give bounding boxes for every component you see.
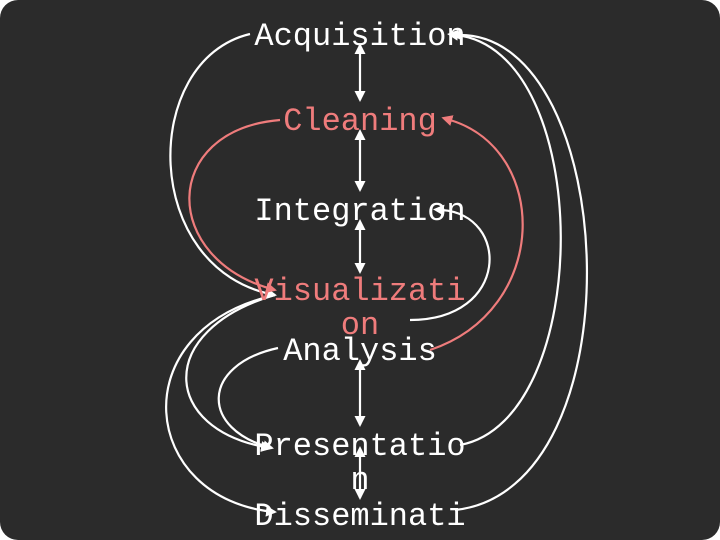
node-cleaning: Cleaning: [283, 105, 437, 139]
node-presentation: Presentatio n: [254, 430, 465, 497]
node-dissemination: Disseminati on: [254, 500, 465, 540]
node-acquisition: Acquisition: [254, 20, 465, 54]
node-analysis: Analysis: [283, 335, 437, 369]
diagram-canvas: Acquisition Cleaning Integration Visuali…: [0, 0, 720, 540]
node-integration: Integration: [254, 195, 465, 229]
